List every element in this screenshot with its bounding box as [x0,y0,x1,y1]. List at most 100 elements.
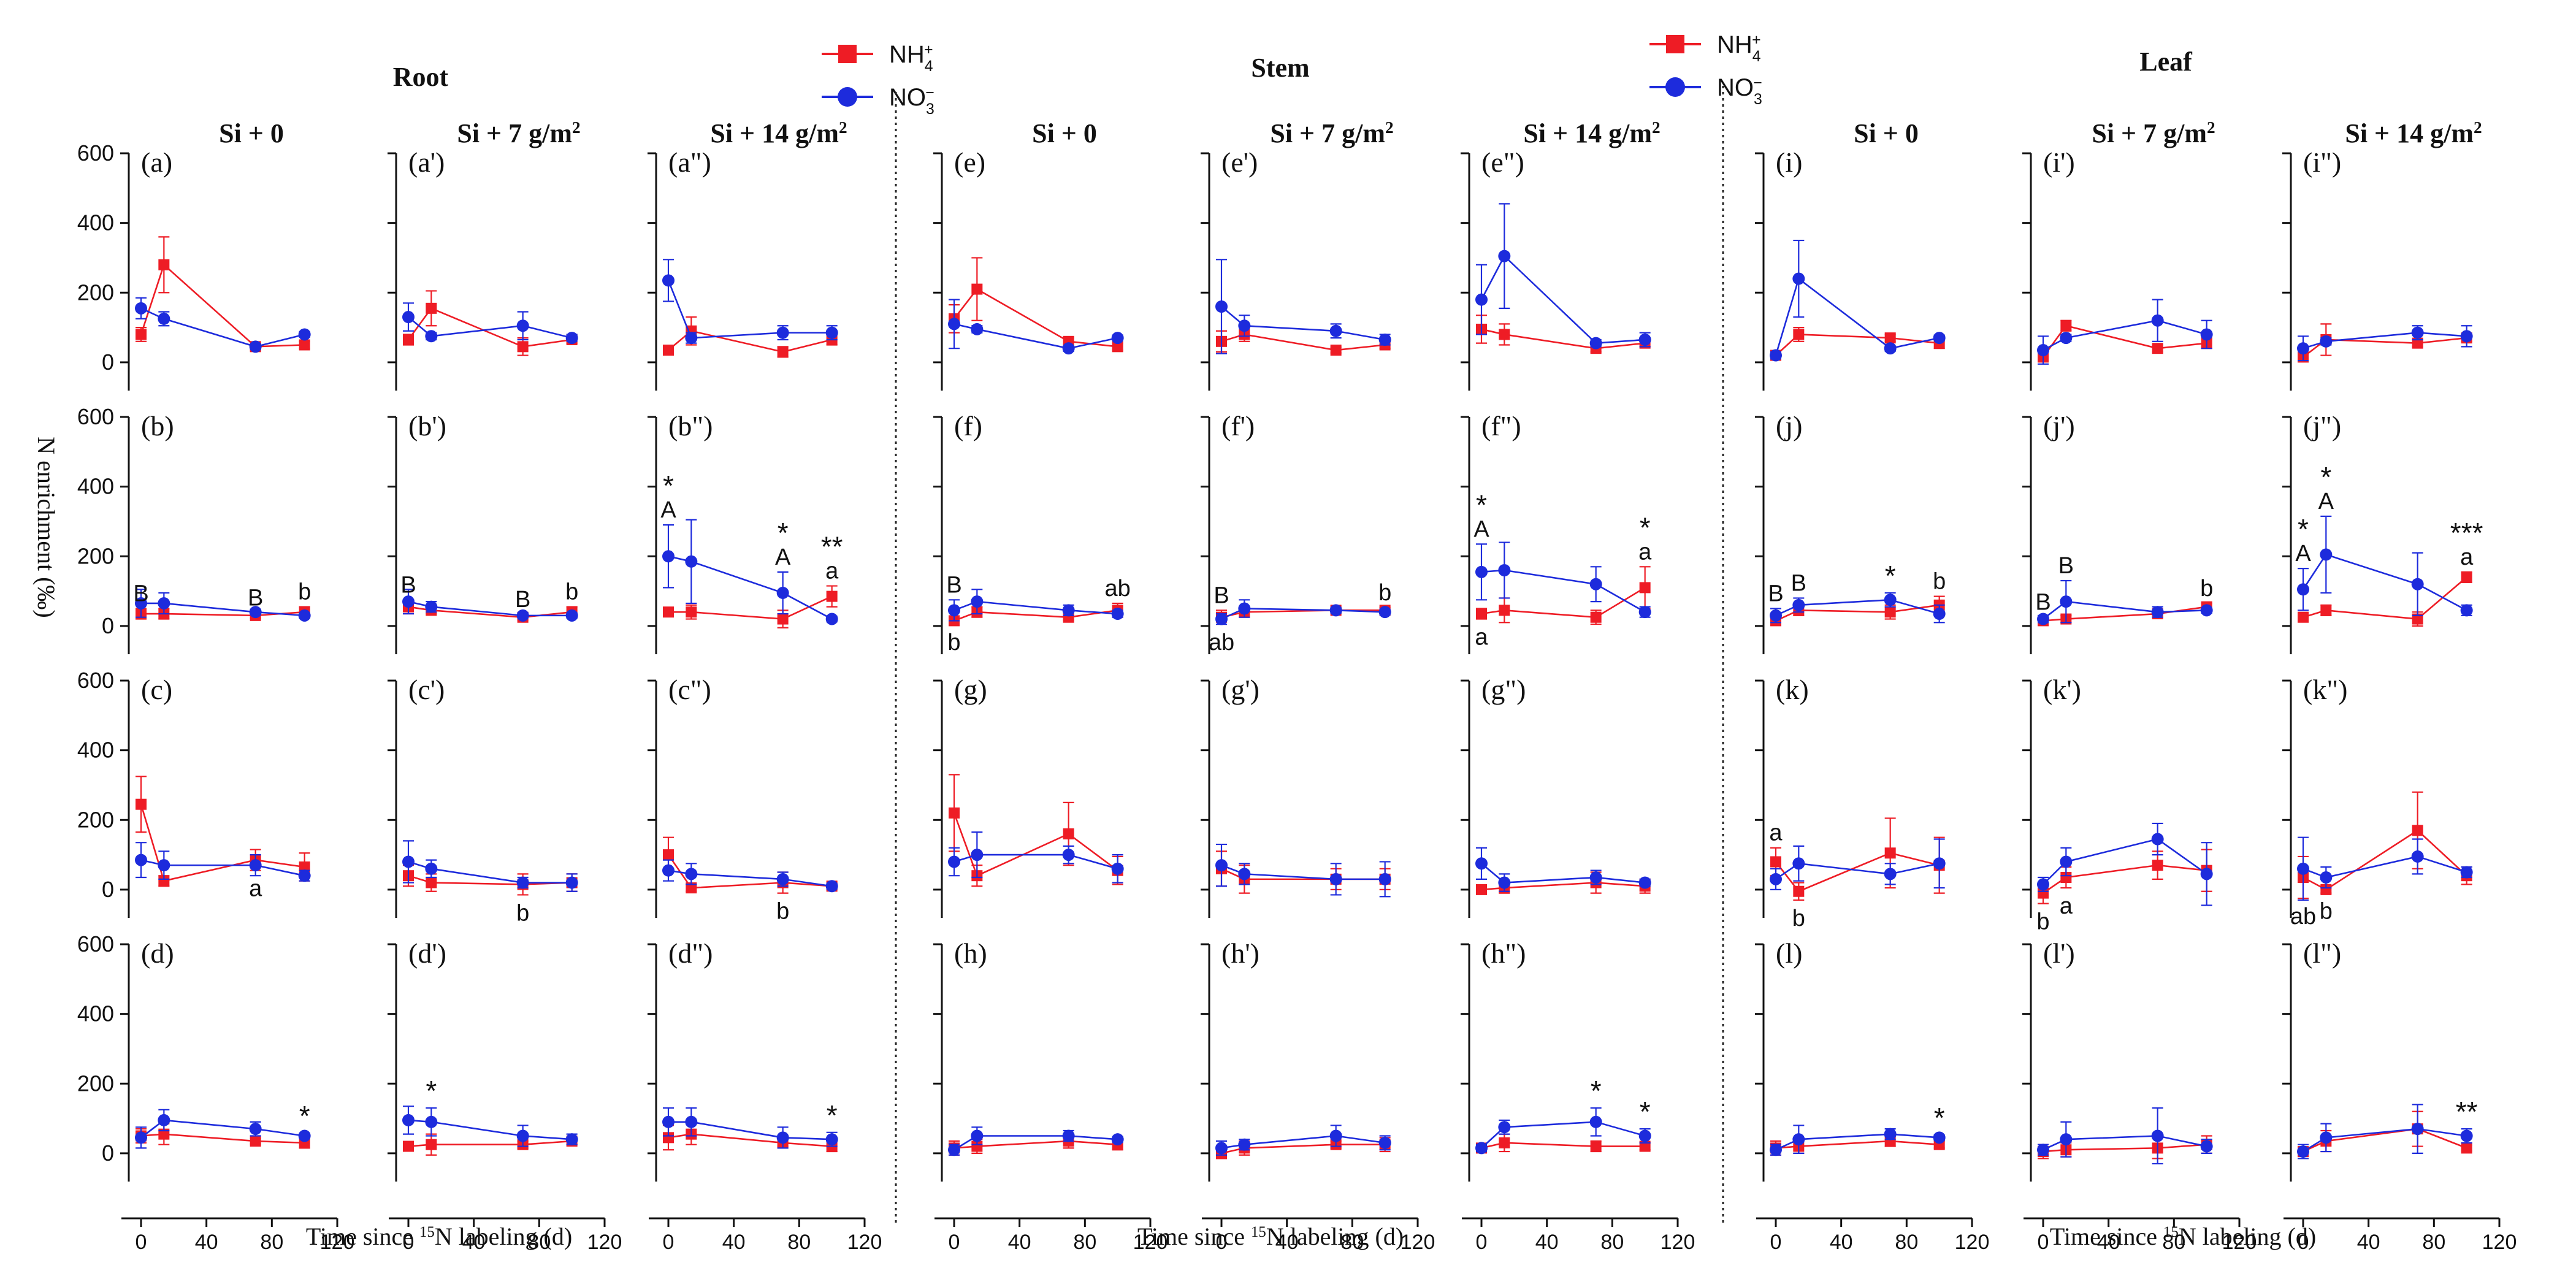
no3-point [158,1113,170,1126]
no3-point [298,869,311,882]
significance-label: ab [1209,630,1234,655]
x-tick-label: 120 [1133,1231,1168,1254]
x-tick-label: 80 [260,1231,283,1254]
no3-point [1638,333,1651,346]
panel-label: (a") [668,147,711,178]
panel-label: (j") [2303,410,2341,441]
significance-label: ab [1105,576,1131,602]
nh4-point [686,606,697,618]
no3-point [825,613,838,625]
nh4-point [136,798,147,810]
nh4-line [1481,328,1645,349]
no3-line [408,600,572,617]
nh4-point [2461,571,2472,583]
x-tick-label: 40 [2097,1231,2120,1254]
no3-point [776,873,789,885]
treatment-header: Si + 0 [1854,118,1919,148]
nh4-point [426,877,437,888]
no3-point [2460,330,2473,343]
panel-label: (b") [668,410,713,441]
no3-point [1884,868,1897,880]
nh4-line [668,1133,832,1147]
no3-line [668,556,833,620]
no3-point [1884,342,1897,355]
nh4-point [1499,605,1510,616]
nh4-point [2060,320,2072,332]
legend-nh4-label: NH4+ [889,41,933,75]
panel-d: 0 200 400 600 0 40 80 120 (d) * [77,931,354,1254]
significance-label: b [776,899,789,925]
panel-h: 0 40 80 120 (h) [933,938,1168,1254]
no3-point [1329,604,1342,617]
no3-point [2060,332,2073,345]
nh4-line [1775,334,1940,356]
no3-line [141,602,305,617]
no3-point [2037,613,2049,625]
treatment-header: Si + 7 g/m2 [457,118,580,148]
no3-point [2411,578,2424,590]
no3-point [1062,849,1075,861]
nh4-point [2461,1142,2472,1154]
y-tick-label: 200 [77,1071,114,1096]
nh4-point [971,283,983,295]
significance-label: b [2320,899,2333,925]
nh4-line [140,1133,305,1144]
no3-point [1215,300,1228,313]
no3-point [2151,1129,2164,1142]
panel-label: (h') [1221,938,1259,969]
significance-label: a [2060,893,2073,919]
panel-g2: (g") [1461,674,1651,918]
panel-f2: (f")A*aa* [1461,410,1652,654]
nh4-line [2042,324,2207,358]
nh4-point [1884,847,1896,859]
x-tick-label: 120 [587,1231,622,1254]
no3-point [948,604,960,617]
no3-line [1775,1133,1940,1151]
significance-label: B [946,572,961,598]
no3-point [1589,1115,1602,1128]
y-axis-label: N enrichment (‰) [32,437,60,617]
no3-point [1329,873,1342,885]
panel-label: (l) [1776,938,1802,969]
no3-point [565,609,578,622]
x-tick-label: 40 [195,1231,218,1254]
significance-label: b [1933,569,1946,595]
no3-line [668,869,832,887]
panel-label: (e') [1221,147,1258,178]
y-tick-label: 400 [77,210,114,235]
no3-point [565,1133,578,1146]
nh4-point [136,329,147,340]
no3-line [1775,277,1940,356]
nh4-line [408,606,572,619]
no3-line [408,861,572,884]
panel-c: 0 200 400 600 (c) a [77,668,311,918]
nh4-line [140,804,305,882]
x-tick-label: 80 [1600,1231,1624,1254]
no3-point [825,1133,838,1146]
no3-point [971,849,984,861]
x-tick-label: 80 [787,1231,811,1254]
panel-label: (c') [408,674,445,705]
panel-l2: 0 40 80 120 (l") ** [2282,938,2517,1254]
no3-point [2297,1145,2309,1158]
significance-label: A [2318,489,2334,514]
nh4-line [1481,882,1645,891]
nh4-point [2412,337,2423,349]
panel-h1: 0 40 80 120 (h') [1201,938,1435,1254]
no3-point [1933,608,1946,621]
no3-point [1329,324,1342,337]
significance-label: * [426,1075,437,1107]
no3-point [2297,583,2309,596]
no3-point [1792,598,1805,611]
panel-label: (j) [1776,410,1802,441]
x-tick-label: 0 [403,1231,415,1254]
significance-label: * [1885,560,1896,592]
significance-label: A [2295,541,2311,567]
x-tick-label: 120 [1661,1231,1695,1254]
nh4-point [2038,887,2049,899]
no3-point [1589,337,1602,349]
nh4-line [1775,1140,1940,1149]
no3-point [2460,1129,2473,1142]
panel-label: (i') [2043,147,2075,178]
no3-line [140,1119,305,1139]
